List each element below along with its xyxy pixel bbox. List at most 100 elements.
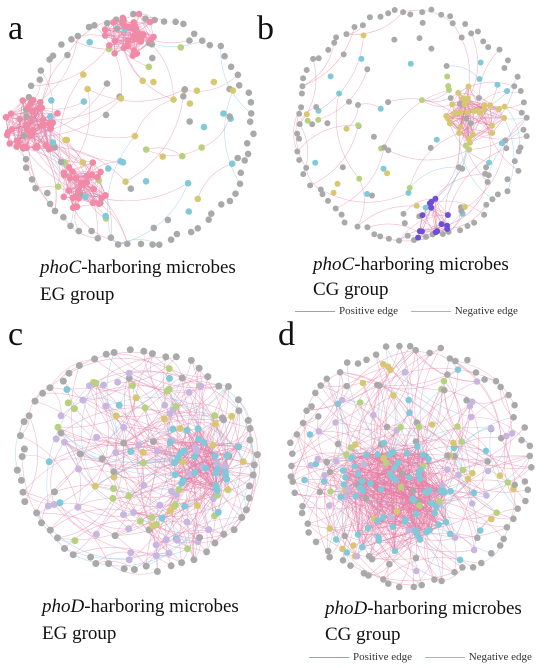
- network-node: [435, 521, 442, 528]
- network-node: [405, 396, 412, 404]
- network-node: [431, 509, 439, 517]
- network-node: [211, 539, 219, 547]
- positive-edge: [152, 517, 242, 534]
- network-node: [217, 42, 225, 50]
- network-node: [212, 481, 220, 489]
- network-node: [383, 459, 390, 467]
- network-node: [167, 562, 175, 570]
- network-node: [526, 442, 534, 450]
- legend-b-negative-swatch: [410, 310, 451, 312]
- positive-edge: [32, 111, 47, 146]
- positive-edge: [291, 428, 397, 467]
- positive-edge: [77, 504, 161, 517]
- network-node: [486, 159, 493, 166]
- positive-edge: [181, 442, 205, 484]
- positive-edge: [113, 22, 128, 41]
- network-node: [387, 513, 395, 521]
- network-node: [156, 501, 164, 509]
- positive-edge: [123, 514, 198, 543]
- positive-edge: [68, 358, 170, 374]
- panel-d: d phoD-harboring microbes CG group Posit…: [275, 318, 550, 668]
- network-node: [415, 423, 423, 431]
- network-node: [172, 491, 180, 499]
- network-node: [477, 527, 484, 534]
- legend-d: Positive edge Negative edge: [309, 652, 542, 663]
- positive-edge: [292, 366, 389, 454]
- positive-edge: [450, 491, 514, 520]
- network-node: [250, 130, 257, 138]
- positive-edge: [326, 446, 426, 463]
- network-node: [86, 38, 93, 46]
- network-node: [404, 232, 411, 239]
- network-node: [472, 369, 480, 376]
- network-node: [301, 476, 308, 484]
- positive-edge: [355, 350, 416, 445]
- network-node: [221, 52, 228, 60]
- positive-edge: [78, 468, 161, 506]
- network-node: [504, 88, 510, 94]
- network-node: [326, 502, 333, 509]
- positive-edge: [447, 469, 528, 493]
- network-node: [172, 18, 179, 26]
- network-node: [22, 164, 30, 171]
- network-node: [226, 197, 234, 205]
- network-node: [130, 47, 138, 54]
- positive-edge: [335, 147, 385, 209]
- positive-edge: [215, 455, 228, 489]
- network-node: [241, 157, 248, 164]
- network-node: [416, 502, 423, 509]
- network-node: [461, 204, 468, 210]
- network-node: [400, 210, 407, 217]
- network-node: [343, 359, 351, 366]
- network-node: [438, 11, 445, 18]
- positive-edge: [315, 461, 330, 558]
- legend-d-negative-label: Negative edge: [468, 651, 532, 663]
- network-node: [91, 22, 98, 29]
- network-node: [304, 117, 311, 124]
- network-node: [191, 469, 199, 477]
- network-node: [407, 60, 414, 67]
- network-node: [517, 88, 524, 94]
- network-node: [334, 180, 341, 187]
- network-node: [54, 110, 61, 117]
- network-node: [476, 95, 482, 101]
- network-node: [111, 37, 119, 45]
- network-node: [504, 479, 512, 486]
- network-node: [320, 478, 328, 485]
- network-node: [125, 492, 133, 500]
- network-node: [230, 526, 238, 534]
- network-node: [357, 484, 364, 492]
- positive-edge: [360, 487, 427, 533]
- network-node: [342, 493, 349, 501]
- network-node: [20, 132, 28, 139]
- network-node: [298, 90, 305, 97]
- network-node: [339, 545, 346, 553]
- positive-edge: [22, 454, 50, 463]
- positive-edge: [169, 386, 229, 414]
- network-node: [253, 451, 261, 459]
- network-node: [467, 413, 475, 421]
- network-node: [481, 211, 488, 218]
- panel-a-group: EG group: [40, 284, 115, 305]
- positive-edge: [87, 175, 106, 196]
- network-node: [27, 132, 35, 139]
- network-node: [146, 18, 154, 26]
- positive-edge: [415, 350, 478, 382]
- network-node: [77, 180, 85, 187]
- network-node: [352, 441, 359, 448]
- positive-edge: [82, 378, 130, 401]
- positive-edge: [175, 474, 216, 486]
- network-node: [464, 223, 471, 229]
- positive-edge: [89, 385, 117, 478]
- positive-edge: [19, 118, 24, 147]
- positive-edge: [429, 200, 485, 215]
- positive-edge: [340, 496, 363, 548]
- network-node: [487, 102, 494, 109]
- network-node: [102, 212, 109, 220]
- network-node: [464, 356, 471, 364]
- network-node: [137, 240, 145, 248]
- network-node: [186, 37, 193, 44]
- network-node: [33, 509, 41, 517]
- negative-edge: [117, 239, 160, 245]
